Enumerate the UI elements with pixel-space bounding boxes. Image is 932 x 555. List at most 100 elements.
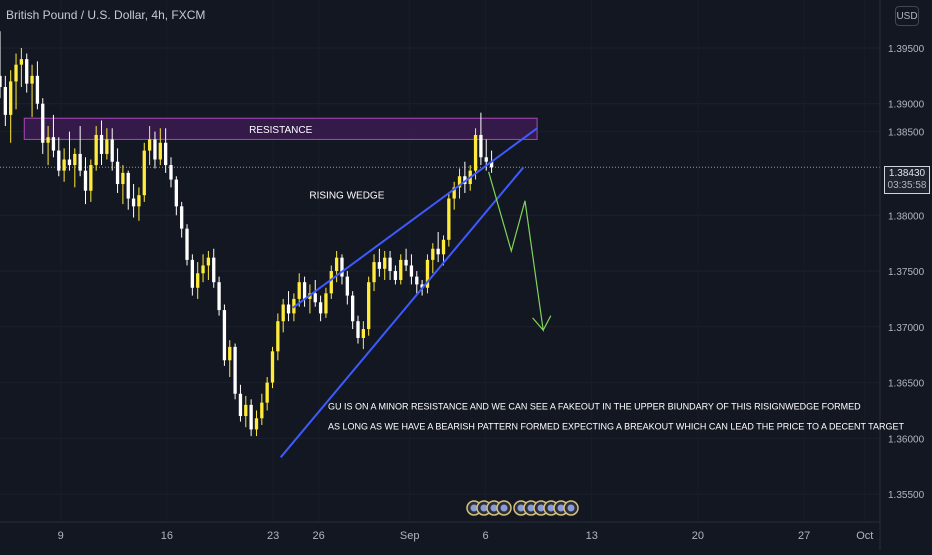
candle[interactable] xyxy=(153,131,157,169)
price-axis[interactable]: 1.39500 1.39000 1.38500 1.38000 1.37500 1.370… xyxy=(888,44,925,501)
candle[interactable] xyxy=(35,61,40,110)
candle[interactable] xyxy=(126,170,130,210)
candle[interactable] xyxy=(334,250,339,283)
candle[interactable] xyxy=(131,184,136,218)
candle[interactable] xyxy=(377,248,382,277)
candle[interactable] xyxy=(212,248,216,288)
economic-events[interactable] xyxy=(466,500,579,516)
candle[interactable] xyxy=(185,224,189,266)
candle[interactable] xyxy=(383,250,387,280)
candle[interactable] xyxy=(356,315,360,344)
candle[interactable] xyxy=(89,159,93,202)
candle[interactable] xyxy=(3,75,7,127)
candle[interactable] xyxy=(318,295,323,322)
candle[interactable] xyxy=(233,343,237,400)
candle[interactable] xyxy=(142,142,146,202)
candle[interactable] xyxy=(14,53,18,110)
candle[interactable] xyxy=(67,131,72,171)
candle[interactable] xyxy=(399,254,403,285)
candle[interactable] xyxy=(249,399,253,437)
candle[interactable] xyxy=(431,243,435,274)
candle[interactable] xyxy=(115,148,120,193)
candle[interactable] xyxy=(447,192,451,247)
candle[interactable] xyxy=(479,112,483,166)
candle[interactable] xyxy=(222,304,227,366)
candle[interactable] xyxy=(260,393,264,425)
candle[interactable] xyxy=(404,248,408,272)
candle[interactable] xyxy=(174,176,178,216)
candle[interactable] xyxy=(169,157,173,188)
candle[interactable] xyxy=(372,254,376,292)
candle[interactable] xyxy=(201,254,205,283)
candle[interactable] xyxy=(329,265,333,299)
candle[interactable] xyxy=(121,165,125,205)
projection-line[interactable] xyxy=(488,171,552,333)
candle[interactable] xyxy=(190,254,195,296)
candle[interactable] xyxy=(57,137,61,177)
candles-layer[interactable] xyxy=(0,31,494,437)
candle[interactable] xyxy=(276,313,280,361)
candle[interactable] xyxy=(73,148,77,188)
candle[interactable] xyxy=(388,250,392,280)
candle[interactable] xyxy=(324,287,328,318)
candle[interactable] xyxy=(286,291,291,322)
candle[interactable] xyxy=(457,168,462,199)
candle[interactable] xyxy=(78,126,82,177)
wedge-upper-line[interactable] xyxy=(292,127,538,309)
candle[interactable] xyxy=(441,235,446,266)
candle[interactable] xyxy=(110,128,114,171)
wedge-lower-line[interactable] xyxy=(279,166,525,458)
currency-button[interactable]: USD xyxy=(895,6,919,26)
candle[interactable] xyxy=(180,201,184,238)
candle[interactable] xyxy=(351,291,355,330)
rising-wedge-lines[interactable] xyxy=(279,127,538,458)
candle[interactable] xyxy=(0,31,2,99)
candle[interactable] xyxy=(99,120,104,166)
projection-path[interactable] xyxy=(488,171,552,333)
candle[interactable] xyxy=(51,114,56,158)
candle[interactable] xyxy=(46,126,50,166)
candle[interactable] xyxy=(265,377,269,411)
candle[interactable] xyxy=(436,232,440,263)
candle[interactable] xyxy=(105,128,109,160)
event-flag-icon[interactable] xyxy=(563,500,579,516)
candle[interactable] xyxy=(367,276,371,336)
candle[interactable] xyxy=(9,70,13,143)
candle[interactable] xyxy=(83,157,88,205)
candle[interactable] xyxy=(244,395,248,428)
candle[interactable] xyxy=(361,321,366,350)
candle[interactable] xyxy=(238,384,243,422)
candle[interactable] xyxy=(297,273,301,307)
candle[interactable] xyxy=(270,346,275,389)
candle[interactable] xyxy=(19,47,24,87)
candle[interactable] xyxy=(228,340,232,377)
candle[interactable] xyxy=(425,254,430,294)
candle[interactable] xyxy=(163,128,168,173)
candle[interactable] xyxy=(217,276,221,316)
candle[interactable] xyxy=(62,148,66,182)
candle[interactable] xyxy=(393,265,398,285)
candle[interactable] xyxy=(452,181,456,210)
candle[interactable] xyxy=(147,126,152,166)
time-axis[interactable]: 9 16 23 26 Sep 6 13 20 27 Oct xyxy=(58,530,874,542)
candle[interactable] xyxy=(196,262,200,299)
candle[interactable] xyxy=(30,64,34,118)
candle[interactable] xyxy=(41,98,45,154)
candle[interactable] xyxy=(206,250,211,280)
candle[interactable] xyxy=(254,410,259,437)
candle[interactable] xyxy=(158,128,162,166)
event-flag-icon[interactable] xyxy=(496,500,512,516)
candle[interactable] xyxy=(281,298,285,333)
candle[interactable] xyxy=(340,254,344,285)
candle[interactable] xyxy=(25,53,29,93)
candle[interactable] xyxy=(302,276,307,307)
candle[interactable] xyxy=(473,128,478,180)
candle[interactable] xyxy=(313,279,317,307)
candle[interactable] xyxy=(94,126,98,171)
candle[interactable] xyxy=(137,187,141,221)
candle[interactable] xyxy=(409,254,414,285)
candle[interactable] xyxy=(345,271,349,305)
candle[interactable] xyxy=(415,271,419,294)
